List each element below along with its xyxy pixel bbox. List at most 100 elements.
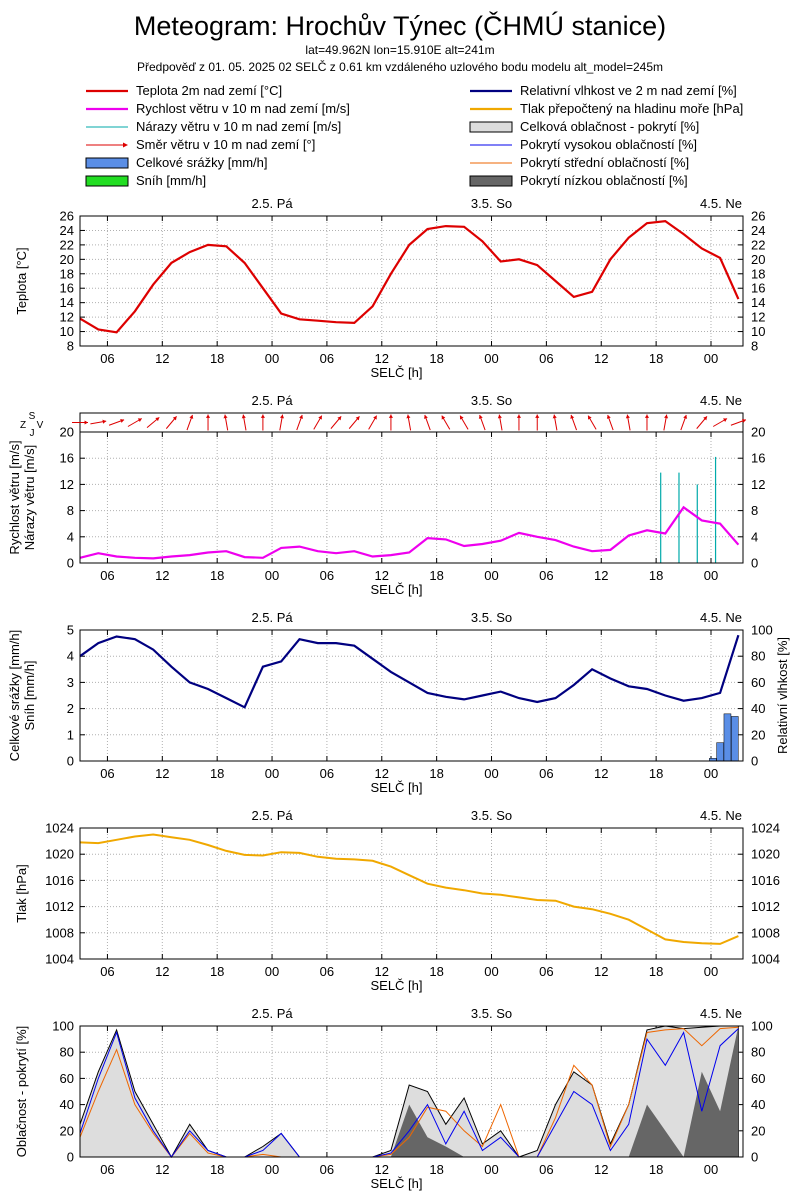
panel-pressure: 1004 1008 1012 1016 1020 1024 1004 1008 1012 1016… [14, 808, 780, 993]
wind-direction-arrowhead [406, 414, 411, 419]
x-tick-label: 18 [429, 568, 443, 583]
x-tick-label: 06 [539, 351, 553, 366]
y-tick-label: 10 [60, 324, 74, 339]
wind-direction-arrowhead [318, 415, 322, 420]
x-tick-label: 00 [265, 766, 279, 781]
y2-tick-label: 100 [751, 623, 773, 638]
y2-tick-label: 0 [751, 556, 758, 571]
y-axis-label: Nárazy větru [m/s] [22, 445, 37, 550]
x-tick-label: 00 [704, 568, 718, 583]
x-tick-label: 06 [320, 351, 334, 366]
total-cloud-area [79, 1025, 739, 1159]
panel-clouds: 0 20 40 60 80 100 0 20 40 60 80 100 06 12 18 00 06 12 18 00… [14, 1006, 773, 1191]
legend: Teplota 2m nad zemí [°C] Rychlost větru v… [85, 83, 743, 188]
y-tick-label: 5 [67, 623, 74, 638]
middle-cloud-line [79, 1026, 739, 1158]
y-axis-label: Teplota [°C] [14, 247, 29, 314]
x-tick-label: 18 [649, 351, 663, 366]
y2-tick-label: 40 [751, 1097, 765, 1112]
y-tick-label: 0 [67, 1150, 74, 1165]
y-axis-label: Sníh [mm/h] [22, 660, 37, 730]
x-axis-label: SELČ [h] [370, 582, 422, 597]
x-tick-label: 18 [429, 766, 443, 781]
y-tick-label: 40 [60, 1097, 74, 1112]
x-axis-label: SELČ [h] [370, 365, 422, 380]
plot-frame [79, 629, 744, 762]
wind-direction-arrowhead [299, 414, 303, 419]
precipitation-bar [731, 716, 739, 762]
page-title: Meteogram: Hrochův Týnec (ČHMÚ stanice) [133, 11, 667, 41]
legend-label: Teplota 2m nad zemí [°C] [136, 83, 282, 98]
forecast-info: Předpověď z 01. 05. 2025 02 SELČ z 0.61 … [136, 60, 664, 74]
x-tick-label: 12 [155, 964, 169, 979]
day-label: 3.5. So [471, 393, 512, 408]
wind-direction-arrowhead [723, 418, 728, 422]
day-label: 2.5. Pá [251, 393, 293, 408]
x-tick-label: 00 [265, 351, 279, 366]
y2-tick-label: 1012 [751, 899, 780, 914]
direction-label-west: Z [20, 420, 26, 431]
x-tick-label: 12 [375, 964, 389, 979]
wind-direction-arrowhead [355, 416, 360, 421]
x-tick-label: 06 [100, 351, 114, 366]
wind-direction-arrowhead [388, 414, 393, 418]
high-cloud-line [79, 1028, 739, 1158]
wind-direction-arrowhead [205, 414, 211, 418]
y2-tick-label: 16 [751, 281, 765, 296]
day-label: 3.5. So [471, 1006, 512, 1021]
wind-direction-arrowhead [424, 414, 428, 419]
y-axis-label: Tlak [hPa] [14, 864, 29, 923]
x-tick-label: 00 [704, 964, 718, 979]
wind-direction-arrowhead [606, 414, 611, 419]
wind-direction-arrowhead [155, 417, 160, 422]
day-label: 2.5. Pá [251, 610, 293, 625]
precipitation-bar [716, 742, 724, 762]
y-tick-label: 2 [67, 701, 74, 716]
x-tick-label: 12 [155, 1162, 169, 1177]
legend-label: Směr větru v 10 m nad zemí [°] [136, 137, 315, 152]
y2-tick-label: 60 [751, 1071, 765, 1086]
y2-axis-label: Relativní vlhkost [%] [775, 637, 790, 754]
y-tick-label: 16 [60, 281, 74, 296]
panel-wind: 0 4 8 12 16 20 0 4 8 12 16 20 06 12 18 00 06 12 18 00 06 12 18… [7, 393, 765, 597]
y2-tick-label: 1008 [751, 925, 780, 940]
x-tick-label: 12 [594, 964, 608, 979]
wind-direction-arrowhead [535, 414, 540, 418]
legend-label: Pokrytí nízkou oblačností [%] [520, 173, 688, 188]
y-tick-label: 3 [67, 675, 74, 690]
wind-direction-arrowhead [120, 418, 125, 423]
legend-label: Celková oblačnost - pokrytí [%] [520, 119, 699, 134]
y-tick-label: 1004 [45, 952, 74, 967]
y2-tick-label: 1004 [751, 952, 780, 967]
y2-tick-label: 20 [751, 252, 765, 267]
y2-tick-label: 12 [751, 310, 765, 325]
x-tick-label: 12 [594, 568, 608, 583]
day-label: 4.5. Ne [700, 1006, 742, 1021]
y-tick-label: 0 [67, 556, 74, 571]
legend-label: Tlak přepočtený na hladinu moře [hPa] [520, 101, 743, 116]
humidity-line [79, 634, 740, 709]
x-tick-label: 00 [265, 964, 279, 979]
wind-direction-arrowhead [683, 414, 688, 419]
wind-direction-arrowhead [552, 414, 557, 419]
x-tick-label: 12 [594, 351, 608, 366]
y-tick-label: 12 [60, 310, 74, 325]
y-tick-label: 8 [67, 339, 74, 354]
y-tick-label: 4 [67, 529, 74, 544]
day-label: 3.5. So [471, 196, 512, 211]
y2-tick-label: 26 [751, 209, 765, 224]
y-tick-label: 20 [60, 425, 74, 440]
y-tick-label: 16 [60, 451, 74, 466]
x-tick-label: 06 [539, 964, 553, 979]
y-axis-label: Celkové srážky [mm/h] [7, 630, 22, 761]
x-tick-label: 00 [484, 766, 498, 781]
legend-box-swatch [469, 121, 513, 133]
x-tick-label: 12 [375, 351, 389, 366]
y-tick-label: 60 [60, 1071, 74, 1086]
y2-tick-label: 100 [751, 1019, 773, 1034]
day-label: 2.5. Pá [251, 196, 293, 211]
y-tick-label: 26 [60, 209, 74, 224]
y-tick-label: 4 [67, 649, 74, 664]
legend-label: Rychlost větru v 10 m nad zemí [m/s] [136, 101, 350, 116]
